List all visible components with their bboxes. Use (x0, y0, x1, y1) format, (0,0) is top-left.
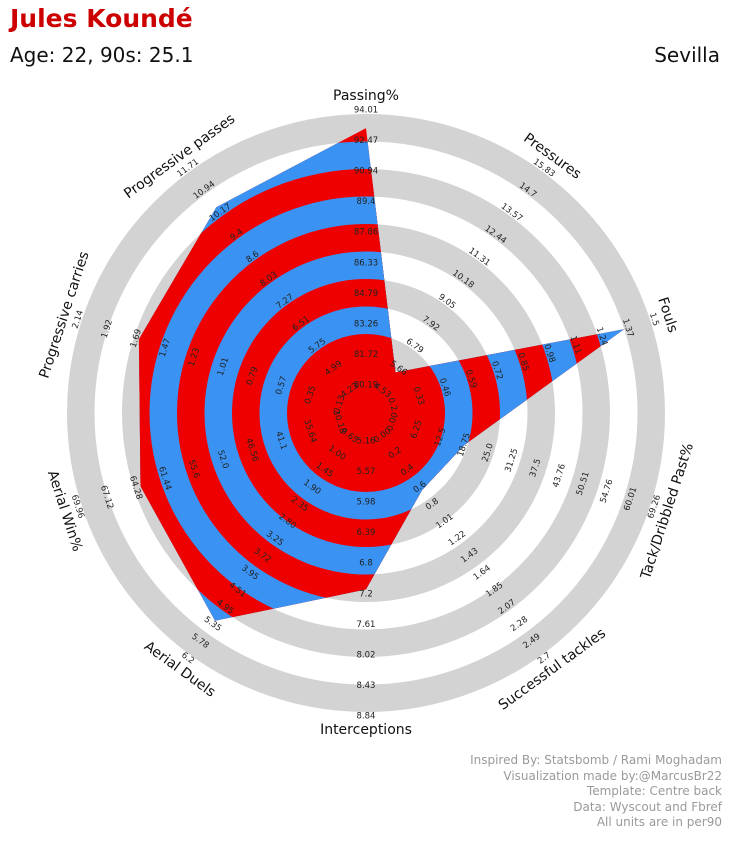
tick-label: 84.79 (354, 289, 378, 299)
tick-label: 90.94 (354, 167, 378, 177)
tick-label: 7.2 (359, 589, 373, 599)
player-name: Jules Koundé (10, 4, 193, 33)
tick-label: 6.39 (357, 528, 376, 538)
tick-label: 6.8 (359, 559, 373, 569)
credit-line: Template: Centre back (586, 784, 722, 798)
tick-label: 54.76 (599, 478, 616, 504)
club-name: Sevilla (654, 43, 720, 67)
tick-label: 5.57 (357, 467, 376, 477)
tick-label: 81.72 (354, 350, 378, 360)
tick-label: 5.16 (357, 437, 376, 447)
credit-line: Visualization made by:@MarcusBr22 (503, 768, 722, 783)
credit-line: All units are in per90 (596, 815, 722, 829)
tick-label: 94.01 (354, 106, 378, 116)
fill-core (342, 389, 390, 437)
tick-label: 86.33 (354, 258, 378, 268)
tick-label: 87.86 (354, 228, 378, 238)
credit-line: Inspired By: Statsbomb / Rami Moghadam (470, 753, 722, 767)
tick-label: 80.19 (354, 381, 378, 391)
tick-label: 0.2 (385, 396, 399, 412)
tick-label: 1.5 (647, 312, 661, 328)
tick-label: 7.61 (357, 620, 376, 630)
tick-label: 89.4 (357, 197, 376, 207)
tick-label: 8.84 (357, 712, 376, 722)
tick-label: 83.26 (354, 319, 378, 329)
axis-label: Passing% (333, 88, 399, 104)
tick-label: 2.28 (509, 615, 530, 634)
tick-label: 92.47 (354, 136, 378, 146)
tick-label: 8.02 (357, 650, 376, 660)
axis-label: Interceptions (320, 722, 412, 738)
credit-line: Data: Wyscout and Fbref (573, 799, 722, 814)
tick-label: 5.98 (357, 498, 376, 508)
tick-label: 43.76 (551, 463, 568, 489)
player-info: Age: 22, 90s: 25.1 (10, 43, 194, 67)
tick-label: 8.43 (357, 681, 376, 691)
credits: Inspired By: Statsbomb / Rami Moghadam V… (470, 753, 722, 831)
ring-band (67, 114, 665, 712)
